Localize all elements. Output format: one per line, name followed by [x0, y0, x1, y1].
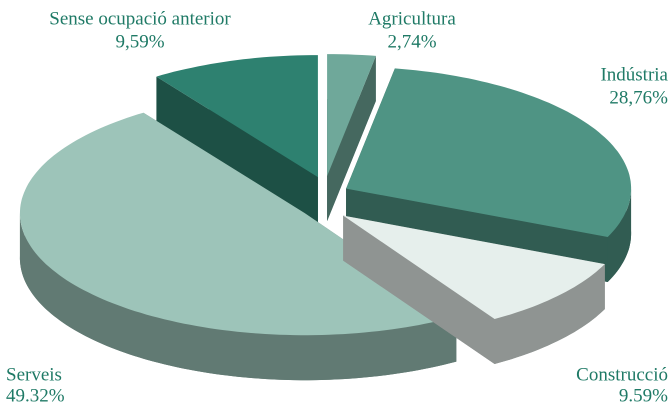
slice	[156, 55, 318, 178]
value-label: 9,59%	[115, 31, 164, 52]
slice-wall	[607, 188, 632, 282]
value-label: 49.32%	[6, 385, 65, 404]
value-label: 2,74%	[387, 31, 436, 52]
slice-label: Agricultura	[368, 8, 456, 29]
slice	[19, 112, 457, 336]
slice-edge	[156, 76, 318, 223]
value-label: 9.59%	[619, 385, 668, 404]
slice-wall	[19, 213, 457, 381]
slice-edge	[343, 215, 495, 364]
pie	[19, 54, 632, 381]
slice	[327, 54, 376, 177]
slice-wall	[494, 264, 605, 364]
slice-label: Sense ocupació anterior	[49, 8, 231, 29]
value-label: 28,76%	[609, 87, 668, 108]
slice-label: Indústria	[600, 64, 668, 85]
slice-label: Serveis	[6, 364, 62, 385]
slice-label: Construcció	[576, 364, 668, 385]
slice-edge	[327, 55, 376, 222]
slice	[346, 68, 632, 238]
slice	[343, 215, 605, 319]
